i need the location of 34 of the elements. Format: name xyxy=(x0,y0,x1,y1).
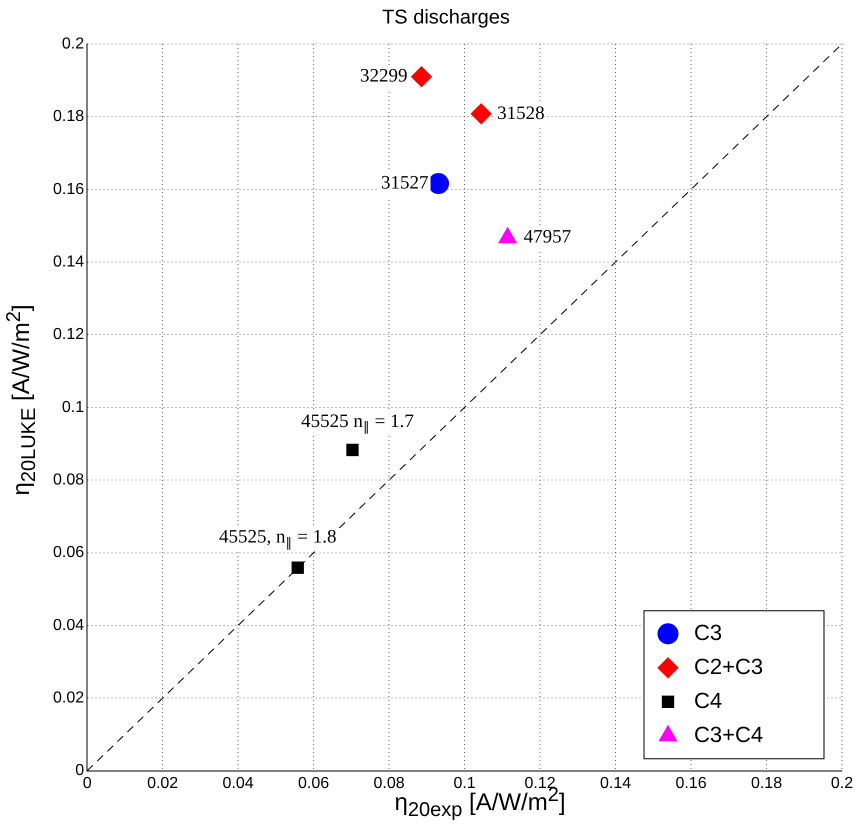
y-tick-label: 0.2 xyxy=(62,35,84,52)
annotation: 45525 n∥ = 1.7 xyxy=(301,410,414,434)
point xyxy=(411,66,432,88)
y-tick-label: 0.06 xyxy=(53,544,84,562)
y-tick-label: 0.18 xyxy=(53,108,84,126)
annotation: 31527 xyxy=(381,172,429,194)
x-tick-label: 0.04 xyxy=(222,774,254,792)
y-tick-label: 0 xyxy=(75,762,84,780)
x-tick-label: 0.2 xyxy=(830,774,854,792)
y-tick-label: 0.14 xyxy=(53,253,84,270)
y-tick-label: 0.12 xyxy=(53,326,84,344)
chart-title: TS discharges xyxy=(382,6,510,29)
legend-label: C4 xyxy=(694,688,722,713)
x-tick-label: 0.06 xyxy=(298,774,330,792)
y-tick-label: 0.1 xyxy=(62,398,84,416)
x-tick-label: 0.16 xyxy=(675,774,707,792)
point xyxy=(292,562,304,574)
y-tick-label: 0.04 xyxy=(53,616,84,634)
y-tick-label: 0.02 xyxy=(53,690,84,707)
y-tick-label: 0.08 xyxy=(53,471,84,488)
x-tick-label: 0.02 xyxy=(147,774,178,792)
legend-label: C3+C4 xyxy=(694,722,764,747)
annotation: 31528 xyxy=(497,102,545,124)
annotation: 47957 xyxy=(524,226,572,248)
point xyxy=(470,103,492,124)
y-tick-label: 0.16 xyxy=(53,180,84,198)
x-tick-label: 0.18 xyxy=(750,774,782,792)
legend-label: C3 xyxy=(694,620,722,645)
x-tick-label: 0.1 xyxy=(453,774,476,792)
annotation: 45525, n∥ = 1.8 xyxy=(219,526,336,550)
legend-label: C2+C3 xyxy=(694,654,764,679)
x-tick-label: 0.14 xyxy=(600,774,632,792)
annotation: 32299 xyxy=(360,66,408,87)
point xyxy=(346,444,359,456)
